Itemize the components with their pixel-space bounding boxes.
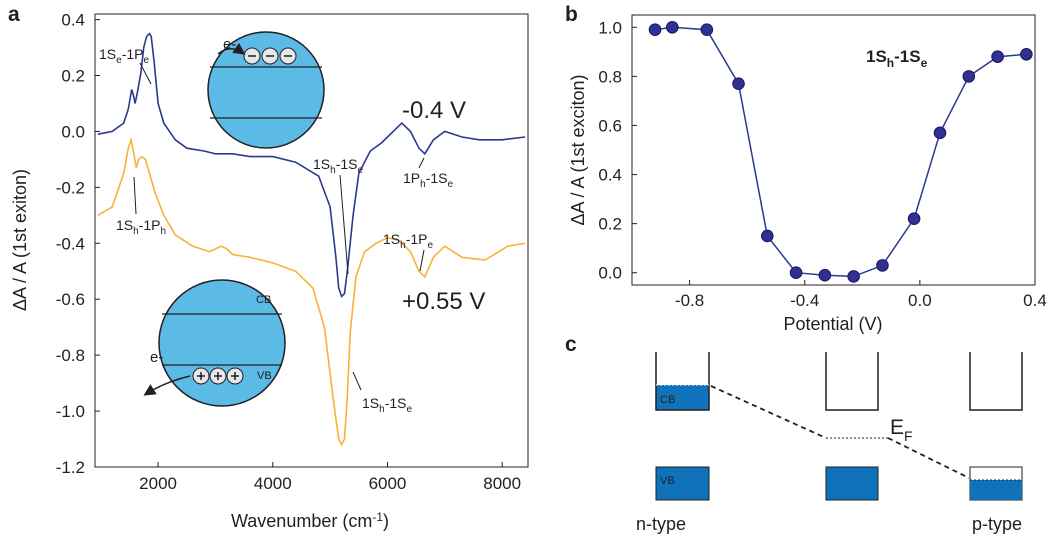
annotation-1sh-1se-bottom: 1Sh-1Se bbox=[362, 395, 412, 415]
data-point bbox=[700, 23, 714, 37]
y-tick-label: 0.8 bbox=[598, 67, 622, 86]
panel-b-frame bbox=[631, 14, 1036, 286]
panel-a-chart: 0.4 0.2 0.0 -0.2 -0.4 -0.6 -0.8 -1.0 -1.2 2000 40… bbox=[10, 11, 529, 531]
data-point bbox=[818, 268, 832, 282]
data-point bbox=[962, 70, 976, 83]
y-tick-label: 0.4 bbox=[598, 166, 622, 185]
panel-a-frame bbox=[94, 13, 529, 468]
arrow-in-icon bbox=[217, 42, 246, 55]
y-tick-label: 0.2 bbox=[61, 67, 85, 86]
panel-b-data-points bbox=[648, 20, 1033, 283]
series-label-negative-0.4v: -0.4 V bbox=[402, 97, 466, 124]
hole-icon-plus bbox=[231, 372, 239, 380]
panel-b-label: b bbox=[565, 3, 578, 26]
data-point bbox=[1020, 47, 1033, 61]
inset-bottom-cb-label: CB bbox=[256, 294, 271, 306]
series-line-negative-0.4v bbox=[97, 32, 526, 298]
x-tick-label: 8000 bbox=[483, 474, 521, 493]
intrinsic-cb-well bbox=[825, 352, 879, 411]
data-point bbox=[732, 77, 745, 91]
panel-b-y-axis-title: ΔA / A (1st exciton) bbox=[568, 74, 588, 225]
y-tick-label: -0.6 bbox=[56, 290, 85, 309]
annotation-leader-1sh-1ph bbox=[133, 176, 137, 215]
n-type-cb-label: CB bbox=[660, 394, 675, 406]
x-tick-label: 0.0 bbox=[908, 291, 932, 310]
annotation-1sh-1ph: 1Sh-1Ph bbox=[116, 217, 166, 237]
annotation-leader-1sh-1se-top bbox=[339, 174, 349, 275]
panel-b-x-axis-title: Potential (V) bbox=[783, 314, 882, 334]
x-tick-label: -0.4 bbox=[790, 291, 819, 310]
panel-a-x-axis-title: Wavenumber (cm-1) bbox=[231, 510, 389, 531]
arrow-out-icon bbox=[143, 375, 191, 396]
data-point bbox=[760, 229, 774, 243]
x-tick-label: 0.4 bbox=[1023, 291, 1047, 310]
fermi-level-line-left bbox=[710, 385, 827, 439]
inset-electron-injection: e- bbox=[207, 31, 325, 149]
p-type-label: p-type bbox=[972, 514, 1022, 534]
panel-b-connecting-line bbox=[654, 26, 1027, 278]
annotation-1sh-1se-top: 1Sh-1Se bbox=[313, 156, 363, 176]
n-type-cb-filled bbox=[656, 385, 709, 410]
x-tick-label: -0.8 bbox=[675, 291, 704, 310]
inset-bottom-vb-label: VB bbox=[257, 370, 272, 382]
annotation-leader-1se-1pe bbox=[139, 62, 152, 85]
panel-b-y-ticks: 0.0 0.2 0.4 0.6 0.8 1.0 bbox=[598, 18, 637, 283]
annotation-1ph-1se: 1Ph-1Se bbox=[403, 170, 453, 190]
n-type-cb-well bbox=[655, 352, 710, 411]
data-point bbox=[666, 20, 679, 34]
hole-icon-plus bbox=[214, 372, 222, 380]
panel-c-label: c bbox=[565, 333, 577, 356]
panel-b-chart: 0.0 0.2 0.4 0.6 0.8 1.0 -0.8 -0.4 0.0 0.4 1Sh-1S… bbox=[568, 14, 1047, 334]
p-type-cb-well bbox=[969, 352, 1023, 411]
panel-b-series-title: 1Sh-1Se bbox=[866, 47, 928, 70]
y-tick-label: 0.4 bbox=[61, 11, 85, 30]
data-point bbox=[876, 259, 889, 272]
annotation-leader-1sh-1se-bottom bbox=[352, 371, 362, 391]
data-point bbox=[847, 270, 860, 283]
series-label-positive-0.55v: +0.55 V bbox=[402, 288, 485, 315]
annotation-leader-1ph-1se bbox=[418, 157, 425, 169]
y-tick-label: 0.6 bbox=[598, 116, 622, 135]
inset-bottom-circle bbox=[158, 279, 286, 407]
y-tick-label: 0.0 bbox=[598, 264, 622, 283]
n-type-vb-label: VB bbox=[660, 475, 675, 487]
data-point bbox=[907, 212, 921, 226]
inset-top-circle bbox=[207, 31, 325, 149]
annotation-1se-1pe: 1Se-1Pe bbox=[99, 46, 149, 66]
annotation-1sh-1pe: 1Sh-1Pe bbox=[383, 231, 433, 251]
inset-bottom-electron-label: e- bbox=[150, 349, 163, 366]
y-tick-label: 0.0 bbox=[61, 122, 85, 141]
data-point bbox=[991, 50, 1004, 64]
y-tick-label: -0.4 bbox=[56, 234, 85, 253]
inset-hole-injection: CB VB e- bbox=[143, 279, 286, 407]
fermi-level-line-right bbox=[887, 437, 970, 479]
hole-icon-plus bbox=[197, 372, 205, 380]
panel-a-y-axis-title: ΔA / A (1st exiton) bbox=[10, 169, 30, 311]
y-tick-label: -0.2 bbox=[56, 178, 85, 197]
x-tick-label: 4000 bbox=[254, 474, 292, 493]
x-tick-label: 6000 bbox=[369, 474, 407, 493]
y-tick-label: -0.8 bbox=[56, 346, 85, 365]
panel-c-band-diagram: CB VB n-type p-type EF bbox=[636, 352, 1023, 534]
data-point bbox=[648, 23, 662, 37]
data-point bbox=[933, 126, 947, 140]
panel-a-x-ticks: 2000 4000 6000 8000 bbox=[139, 462, 521, 493]
panel-b-x-ticks: -0.8 -0.4 0.0 0.4 bbox=[675, 280, 1047, 310]
n-type-vb-block bbox=[655, 466, 710, 501]
panel-a-label: a bbox=[8, 3, 20, 26]
y-tick-label: -1.2 bbox=[56, 458, 85, 477]
intrinsic-vb-block bbox=[825, 466, 879, 501]
annotation-leader-1sh-1pe bbox=[419, 249, 425, 272]
y-tick-label: 1.0 bbox=[598, 18, 622, 37]
n-type-label: n-type bbox=[636, 514, 686, 534]
p-type-vb-filled bbox=[970, 480, 1022, 500]
panel-a-y-ticks: 0.4 0.2 0.0 -0.2 -0.4 -0.6 -0.8 -1.0 -1.2 bbox=[56, 11, 100, 477]
fermi-level-label: EF bbox=[890, 416, 913, 444]
y-tick-label: -1.0 bbox=[56, 402, 85, 421]
y-tick-label: 0.2 bbox=[598, 215, 622, 234]
series-line-positive-0.55v bbox=[97, 136, 526, 447]
x-tick-label: 2000 bbox=[139, 474, 177, 493]
data-point bbox=[789, 266, 803, 280]
